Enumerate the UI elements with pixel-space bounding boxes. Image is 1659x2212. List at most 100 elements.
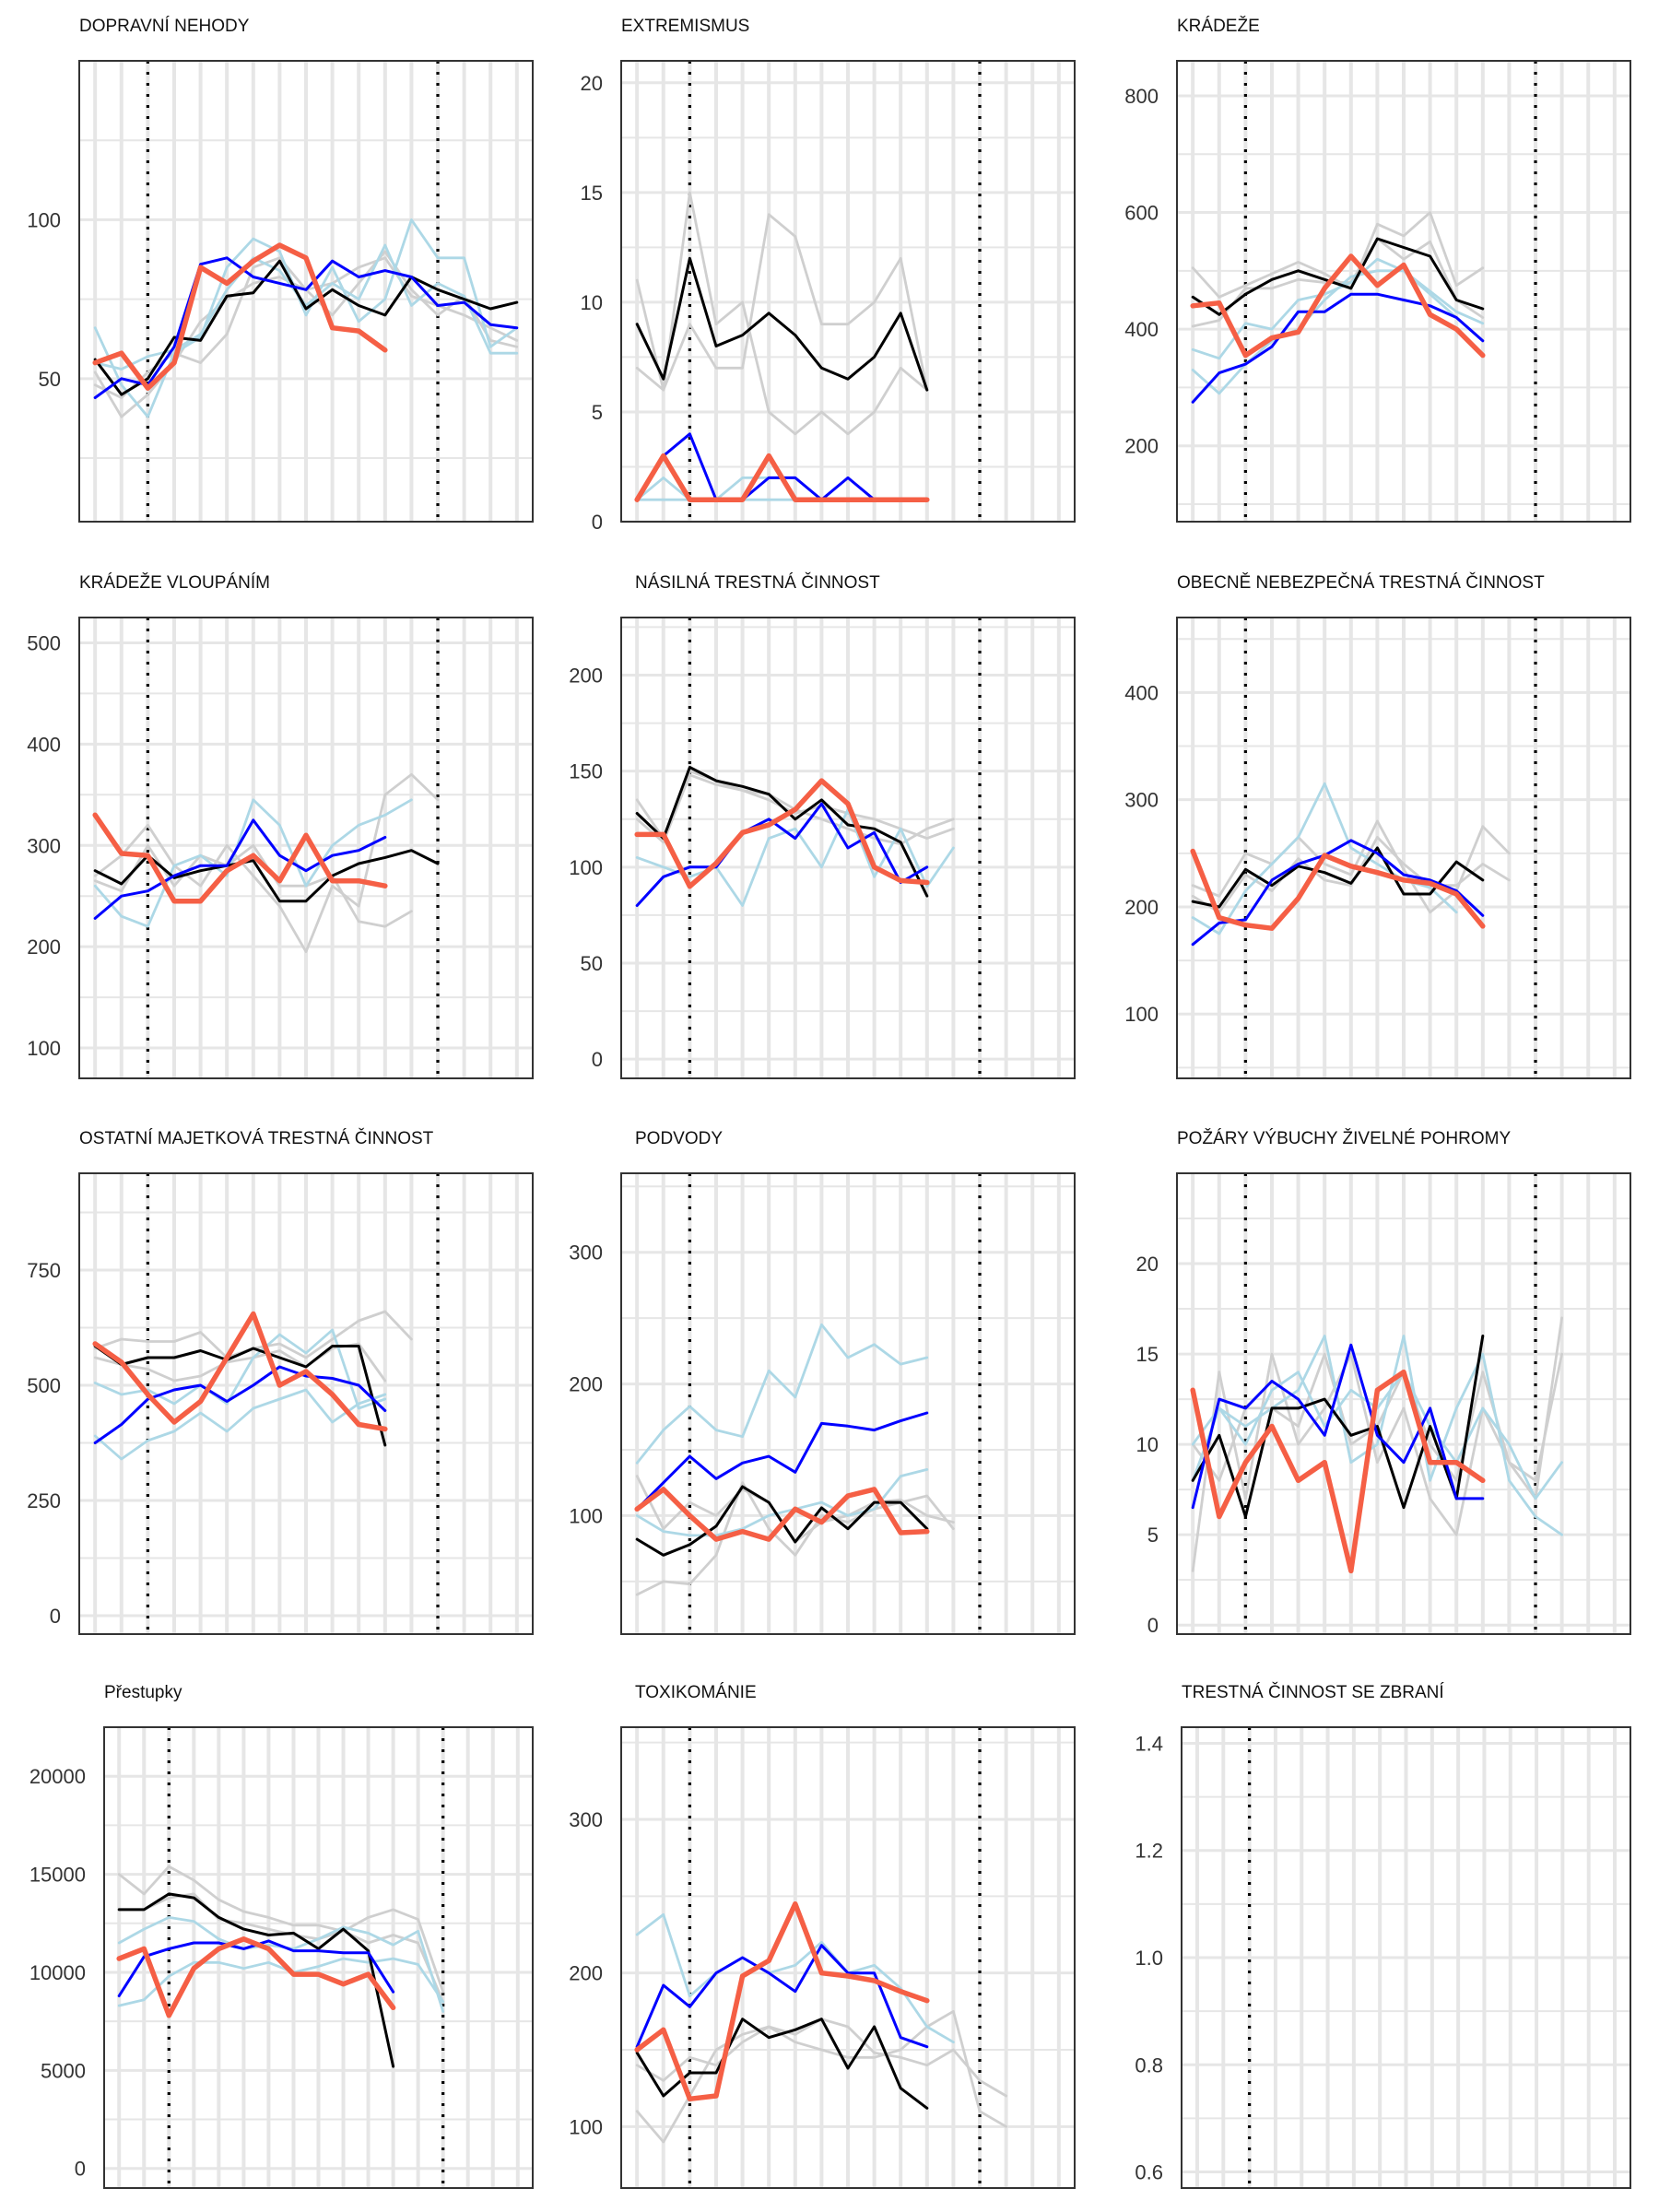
series-line-blue	[93, 818, 387, 920]
series-line-red	[1190, 253, 1486, 359]
y-tick-label: 600	[1124, 202, 1159, 225]
y-tick-label: 250	[27, 1489, 61, 1512]
plot-area: 0 250 500 750	[27, 1172, 534, 1635]
series-line-blue	[1191, 292, 1485, 404]
series-line-black	[117, 1892, 395, 2068]
y-tick-label: 0.6	[1135, 2161, 1163, 2184]
plot-frame	[620, 60, 1076, 523]
series-line-grey	[117, 1865, 445, 1994]
plot-area: 50 100	[27, 60, 534, 523]
series-line-grey	[93, 772, 440, 953]
y-tick-label: 200	[569, 1962, 603, 1985]
series-line-lightblue	[635, 807, 955, 907]
plot-area: 200 400 600 800	[1124, 60, 1631, 523]
series-line-blue	[93, 1365, 387, 1444]
series-line-blue	[1191, 1343, 1485, 1510]
panel-title: Přestupky	[104, 1683, 182, 1702]
y-tick-label: 10	[1136, 1433, 1159, 1456]
y-tick-label: 200	[27, 935, 61, 959]
y-tick-label: 10000	[29, 1961, 86, 1984]
plot-area: 0 5000 10000 15000 20000	[29, 1726, 534, 2189]
y-tick-label: 20	[1136, 1253, 1159, 1276]
panel-title: KRÁDEŽE VLOUPÁNÍM	[79, 573, 270, 593]
series-line-lightblue	[93, 798, 413, 928]
series-line-grey	[635, 191, 929, 436]
y-tick-label: 50	[581, 952, 603, 975]
panel-title: TRESTNÁ ČINNOST SE ZBRANÍ	[1182, 1683, 1444, 1702]
series-line-grey	[117, 1892, 445, 2004]
series-line-lightblue	[1191, 1335, 1563, 1536]
series-line-grey	[93, 843, 413, 928]
plot-area: 100 200 300 400	[1124, 617, 1631, 1079]
y-tick-label: 500	[27, 631, 61, 654]
y-tick-label: 0	[1147, 1614, 1159, 1637]
series-line-lightblue	[117, 1957, 445, 2007]
y-tick-label: 0	[592, 511, 603, 534]
series-line-red	[634, 778, 930, 889]
series-line-red	[92, 1311, 388, 1432]
panel-title: OSTATNÍ MAJETKOVÁ TRESTNÁ ČINNOST	[79, 1129, 434, 1148]
y-tick-label: 20000	[29, 1765, 86, 1788]
panel-title: OBECNĚ NEBEZPEČNÁ TRESTNÁ ČINNOST	[1177, 573, 1545, 593]
series-line-lightblue	[93, 1388, 387, 1461]
y-tick-label: 1.4	[1135, 1732, 1163, 1755]
series-line-lightblue	[1191, 1371, 1563, 1500]
y-tick-label: 5	[1147, 1524, 1159, 1547]
y-tick-label: 100	[569, 2115, 603, 2138]
panel-title: NÁSILNÁ TRESTNÁ ČINNOST	[635, 573, 880, 593]
y-tick-label: 200	[569, 1373, 603, 1396]
series-line-red	[1190, 1369, 1486, 1574]
y-tick-label: 400	[1124, 681, 1159, 704]
plot-frame	[78, 1172, 534, 1635]
y-tick-label: 15000	[29, 1864, 86, 1887]
y-tick-label: 1.2	[1135, 1840, 1163, 1863]
y-tick-label: 300	[569, 1241, 603, 1265]
y-tick-label: 15	[1136, 1343, 1159, 1366]
y-tick-label: 500	[27, 1374, 61, 1397]
series-line-red	[634, 1487, 930, 1542]
series-line-grey	[635, 2009, 1007, 2144]
series-line-black	[1191, 846, 1485, 909]
y-tick-label: 400	[1124, 318, 1159, 341]
y-tick-label: 100	[1124, 1003, 1159, 1026]
series-line-red	[92, 812, 388, 904]
plot-area: 0 5 10 15 20	[1136, 1172, 1631, 1637]
plot-frame	[1181, 1726, 1631, 2189]
series-line-black	[93, 1345, 387, 1447]
series-line-grey	[635, 213, 929, 392]
y-tick-label: 10	[581, 291, 603, 314]
series-line-lightblue	[635, 1912, 955, 2044]
y-tick-label: 750	[27, 1259, 61, 1282]
series-line-red	[116, 1936, 396, 2018]
series-line-red	[1190, 848, 1486, 931]
series-line-blue	[635, 802, 929, 907]
panel-title: KRÁDEŽE	[1177, 17, 1260, 36]
series-line-grey	[1191, 211, 1485, 299]
plot-area: 0 50 100 150 200	[569, 617, 1076, 1079]
y-tick-label: 5	[592, 401, 603, 424]
y-tick-label: 300	[1124, 789, 1159, 812]
plot-frame	[78, 60, 534, 523]
series-line-grey	[93, 1342, 387, 1382]
series-line-red	[634, 453, 930, 502]
series-line-black	[635, 766, 929, 898]
y-tick-label: 300	[27, 834, 61, 857]
y-tick-label: 100	[569, 856, 603, 879]
plot-frame	[78, 617, 534, 1079]
plot-area: 100 200 300	[569, 1172, 1076, 1635]
y-tick-label: 100	[27, 1037, 61, 1060]
y-tick-label: 200	[1124, 435, 1159, 458]
panel-title: DOPRAVNÍ NEHODY	[79, 17, 250, 36]
series-line-black	[93, 259, 519, 396]
